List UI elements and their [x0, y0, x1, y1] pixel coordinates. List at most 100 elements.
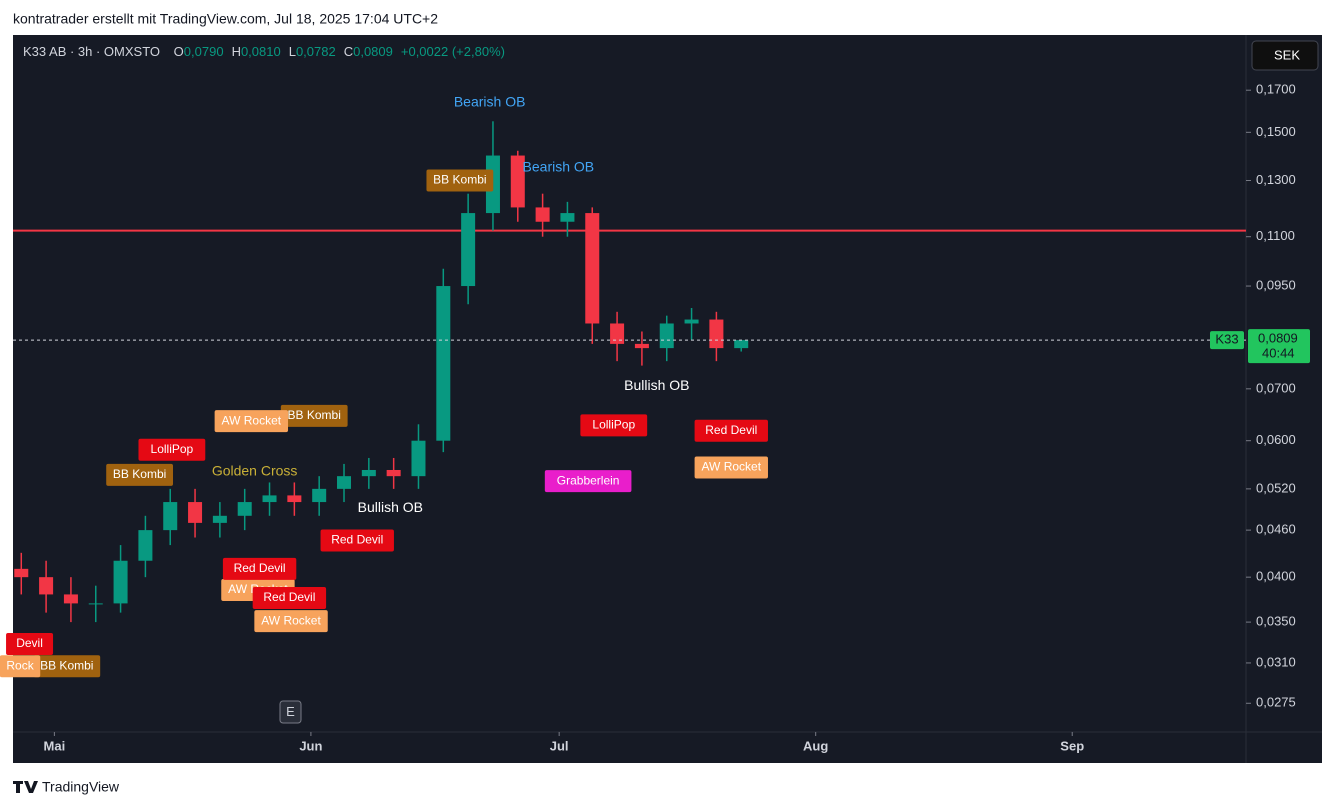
candle-body	[138, 530, 153, 561]
annotation: Red Devil	[234, 561, 286, 575]
legend-label: C	[344, 44, 353, 59]
annotation: AW Rocket	[261, 613, 321, 627]
legend-value: 0,0782	[296, 44, 336, 59]
candle-body	[113, 560, 128, 604]
candle-body	[659, 323, 674, 349]
candle-body	[734, 340, 749, 349]
last-price-label: 0,0809	[1258, 331, 1298, 346]
candle-body	[510, 155, 525, 208]
annotation-box	[580, 414, 648, 437]
candle-body	[386, 469, 401, 477]
candle-body	[262, 495, 277, 503]
annotation: Bearish OB	[523, 158, 595, 174]
annotation-box	[694, 456, 768, 479]
y-tick-label: 0,0275	[1256, 695, 1296, 710]
y-tick-label: 0,1100	[1256, 228, 1295, 243]
annotation: LolliPop	[592, 418, 635, 432]
candle-body	[461, 213, 476, 287]
chart-pane	[13, 35, 1322, 763]
x-tick-label: Jul	[550, 738, 569, 753]
legend-value: 0,0809	[353, 44, 393, 59]
currency-button[interactable]	[1251, 40, 1319, 71]
y-tick-label: 0,0600	[1256, 432, 1296, 447]
x-tick-label: Jun	[299, 738, 322, 753]
x-tick-label: Mai	[44, 738, 66, 753]
candle-body	[14, 568, 29, 578]
annotation: AW Rocket	[222, 413, 282, 427]
annotation: Golden Cross	[212, 463, 298, 479]
annotation: Red Devil	[705, 423, 757, 437]
symbol: K33 AB · 3h · OMXSTO	[23, 44, 160, 59]
annotation: BB Kombi	[40, 658, 93, 672]
annotation-box	[33, 655, 101, 678]
annotation-box	[106, 463, 174, 486]
last-price-tag	[1210, 331, 1244, 350]
y-tick-label: 0,1500	[1256, 124, 1296, 139]
plot	[13, 121, 1246, 623]
currency[interactable]: SEK	[1274, 47, 1300, 62]
e-button[interactable]	[279, 700, 302, 724]
candle-body	[560, 213, 575, 222]
candle-body	[287, 495, 302, 503]
annotation: Grabberlein	[557, 473, 620, 487]
candle-body	[709, 319, 724, 349]
candle-body	[411, 440, 426, 477]
annotation: Devil	[16, 636, 43, 650]
annotation-box	[280, 404, 348, 427]
annotation-box	[544, 470, 632, 493]
candle-body	[361, 469, 376, 477]
candle-body	[634, 343, 649, 349]
candle-body	[88, 603, 103, 605]
y-tick-label: 0,1700	[1256, 82, 1296, 97]
legend-value: 0,0790	[184, 44, 224, 59]
annotation: Red Devil	[331, 533, 383, 547]
x-tick-label: Aug	[803, 738, 828, 753]
y-tick-label: 0,1300	[1256, 172, 1296, 187]
last-price-box	[1248, 329, 1310, 364]
annotation-box	[138, 438, 206, 461]
annotation-box	[320, 529, 394, 552]
annotation: BB Kombi	[288, 408, 341, 422]
legend-label: H	[232, 44, 241, 59]
candle-body	[337, 476, 352, 489]
footer: TradingView	[42, 779, 120, 795]
candle-body	[436, 286, 451, 441]
y-tick-label: 0,0520	[1256, 480, 1296, 495]
annotation: BB Kombi	[433, 173, 486, 187]
annotation: Bullish OB	[358, 499, 423, 515]
candle-body	[684, 319, 699, 324]
e-button-label[interactable]: E	[286, 704, 295, 719]
x-tick-label: Sep	[1060, 738, 1084, 753]
annotation-box	[214, 410, 289, 433]
candle-body	[237, 502, 252, 516]
annotation: Bearish OB	[454, 94, 526, 110]
legend-value: 0,0810	[241, 44, 281, 59]
annotation-box	[426, 169, 494, 192]
y-tick-label: 0,0950	[1256, 277, 1296, 292]
y-tick-label: 0,0460	[1256, 522, 1296, 537]
candle-body	[212, 515, 227, 523]
logo	[13, 781, 38, 793]
annotation-box	[0, 655, 41, 678]
candle-body	[585, 213, 600, 324]
legend-label: L	[289, 44, 296, 59]
y-tick-label: 0,0700	[1256, 380, 1296, 395]
candle-body	[312, 488, 327, 503]
header: kontratrader erstellt mit TradingView.co…	[13, 11, 438, 27]
legend: K33 AB · 3h · OMXSTO O0,0790 H0,0810 L0,07…	[23, 44, 505, 59]
annotation: Red Devil	[263, 590, 315, 604]
candle-body	[188, 502, 203, 523]
legend-change: +0,0022 (+2,80%)	[401, 44, 505, 59]
last-price-name: K33	[1215, 332, 1238, 347]
countdown: 40:44	[1262, 346, 1295, 361]
annotation-box	[252, 586, 327, 609]
annotation: AW Rocket	[701, 460, 761, 474]
y-tick-label: 0,0400	[1256, 569, 1296, 584]
annotation: LolliPop	[151, 442, 194, 456]
y-tick-label: 0,0350	[1256, 614, 1296, 629]
annotation: BB Kombi	[113, 467, 166, 481]
candle-body	[63, 594, 78, 604]
y-tick-label: 0,0310	[1256, 654, 1296, 669]
annotation: Bullish OB	[624, 377, 689, 393]
